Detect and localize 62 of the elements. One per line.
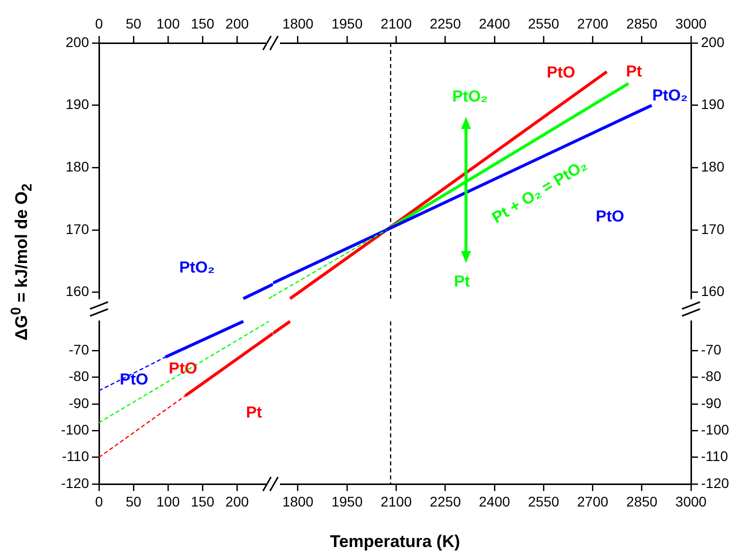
y-tick-label: -70 [68,342,90,358]
x-tick-label: 100 [156,15,180,32]
x-tick-label: 100 [156,493,180,510]
x-tick-label: 2550 [528,15,560,32]
y-tick-label: -70 [701,342,722,358]
x-tick-label: 0 [95,493,104,510]
x-tick-label: 1950 [331,15,363,32]
y-tick-label: -120 [701,474,730,491]
annotation: PtO [168,360,198,378]
annotation: PtO [120,371,148,388]
x-tick-label: 150 [190,493,214,510]
x-tick-label: 2850 [626,493,658,510]
x-tick-label: 2700 [577,493,609,510]
annotation: Pt + O₂ = PtO₂ [490,156,590,228]
x-tick-label: 2550 [528,493,560,510]
annotation: Pt [626,63,643,80]
y-tick-label: -110 [701,448,728,464]
y-tick-label: -90 [68,394,90,411]
x-tick-label: 2250 [430,15,462,32]
x-tick-label: 3000 [675,15,707,32]
x-tick-label: 1800 [282,493,314,510]
x-tick-label: 2400 [478,15,510,32]
y-tick-label: -90 [701,394,722,411]
y-tick-label: 180 [66,158,90,175]
x-tick-label: 1950 [331,493,363,510]
annotation: PtO [546,64,576,82]
y-tick-label: -80 [701,368,722,384]
x-axis-title: Temperatura (K) [330,532,460,552]
annotation: Pt [246,404,263,422]
y-tick-label: 190 [66,96,90,112]
x-tick-label: 2100 [380,15,412,32]
y-tick-label: 200 [701,34,725,50]
y-tick-label: -100 [701,422,730,438]
y-tick-label: 180 [701,158,725,175]
x-tick-label: 0 [95,15,104,32]
annotation: PtO₂ [179,259,215,276]
y-tick-label: 160 [701,283,725,300]
x-tick-label: 3000 [675,493,707,510]
y-tick-label: 200 [66,34,90,50]
x-tick-label: 2100 [380,493,412,510]
x-tick-label: 150 [190,15,214,32]
y-tick-label: 160 [66,283,90,300]
x-tick-label: 200 [225,15,249,32]
x-tick-label: 2700 [577,15,609,32]
x-tick-label: 50 [126,493,142,510]
y-tick-label: -100 [60,422,90,438]
y-tick-label: 170 [66,220,90,237]
annotation: Pt [454,273,471,290]
annotation: PtO₂ [652,87,688,104]
y-tick-label: -120 [60,474,90,491]
y-tick-label: -80 [68,368,90,384]
y-tick-label: -110 [62,448,90,464]
x-tick-label: 50 [126,15,142,32]
x-tick-label: 1800 [282,15,314,32]
x-tick-label: 2400 [478,493,510,510]
annotation: PtO [596,208,624,226]
y-tick-label: 170 [701,220,725,237]
x-tick-label: 2250 [430,493,462,510]
x-tick-label: 2850 [626,15,658,32]
y-tick-label: 190 [701,96,725,112]
annotation: PtO₂ [452,88,488,106]
x-tick-label: 200 [225,493,249,510]
